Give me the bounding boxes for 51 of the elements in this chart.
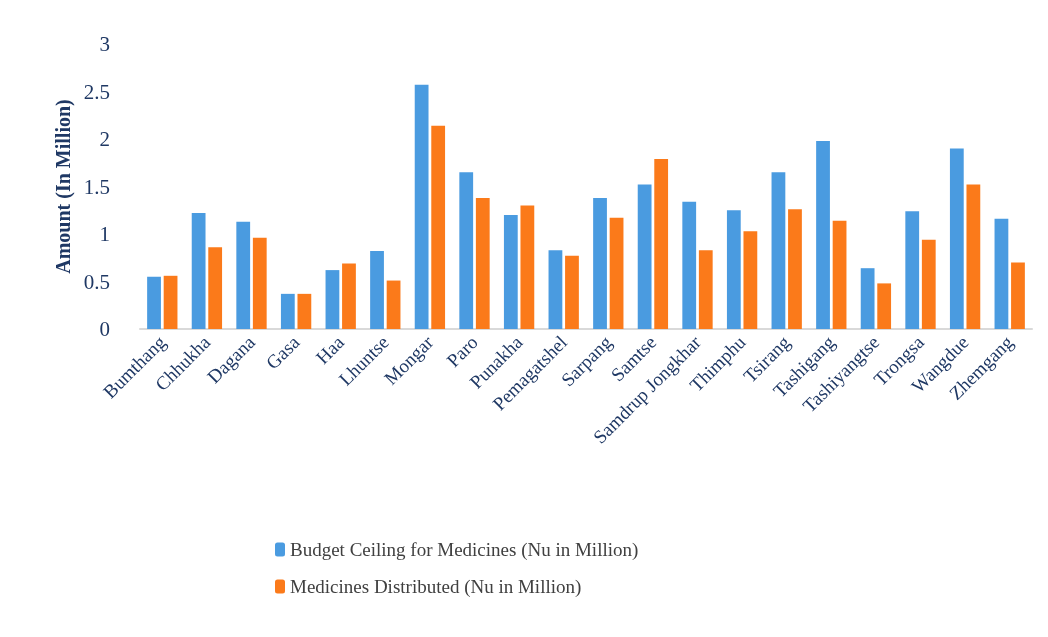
bar — [163, 275, 178, 329]
y-tick-label: 1.5 — [83, 174, 110, 199]
bar — [431, 125, 446, 329]
y-tick-label: 3 — [99, 32, 110, 56]
bar — [609, 217, 624, 329]
bar — [386, 280, 401, 329]
bar — [147, 276, 161, 329]
bar — [682, 201, 697, 329]
y-tick-label: 2.5 — [83, 79, 110, 104]
bar — [252, 237, 267, 329]
bar — [698, 250, 713, 329]
bar — [921, 239, 936, 329]
y-tick-label: 2 — [99, 127, 110, 151]
bar — [297, 293, 312, 329]
bar — [966, 184, 981, 329]
bar — [637, 184, 652, 329]
legend-label: Budget Ceiling for Medicines (Nu in Million) — [290, 539, 639, 561]
bar — [949, 148, 964, 329]
bar — [475, 197, 490, 329]
y-tick-label: 1 — [99, 222, 110, 246]
bar — [771, 172, 786, 329]
bar — [726, 210, 741, 329]
y-axis-title: Amount (In Million) — [51, 99, 75, 274]
bar — [280, 293, 295, 329]
bar — [520, 205, 535, 329]
bar — [593, 197, 607, 329]
y-tick-label: 0.5 — [83, 269, 110, 294]
bar — [565, 255, 579, 329]
bar — [208, 247, 223, 329]
bar — [905, 211, 920, 329]
bar — [994, 218, 1009, 329]
bar — [832, 220, 847, 329]
bar — [414, 84, 429, 329]
bar — [459, 172, 474, 329]
bar — [1011, 262, 1025, 329]
y-tick-label: 0 — [99, 317, 110, 341]
bar — [342, 263, 356, 329]
legend-label: Medicines Distributed (Nu in Million) — [290, 576, 582, 598]
bar — [503, 215, 518, 329]
x-tick-label: Gasa — [261, 331, 304, 374]
bar — [236, 221, 251, 329]
bar — [743, 231, 758, 329]
bar — [325, 270, 340, 329]
bar — [877, 283, 892, 329]
bar — [860, 268, 875, 329]
bar — [654, 158, 669, 329]
bar — [370, 251, 384, 329]
bar — [191, 213, 206, 329]
bar — [548, 250, 563, 329]
bar — [816, 140, 830, 329]
bar — [788, 209, 802, 329]
